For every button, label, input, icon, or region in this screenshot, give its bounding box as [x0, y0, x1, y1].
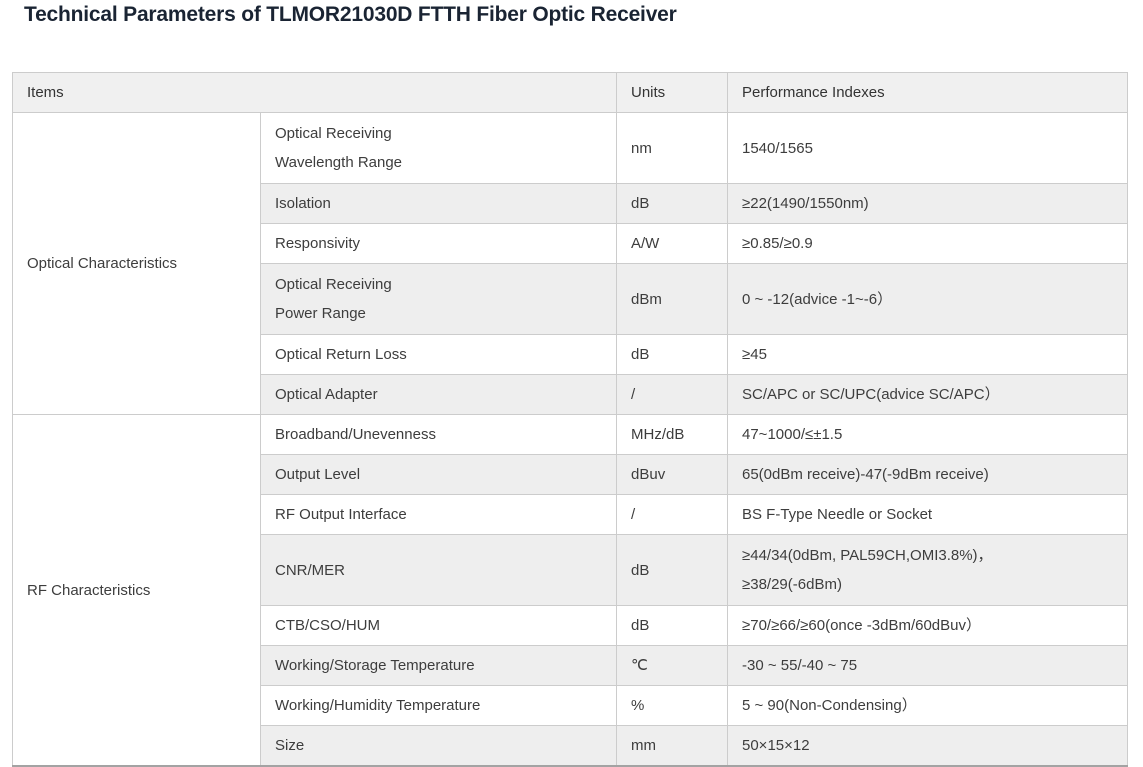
row-size: Size mm 50×15×12 — [13, 725, 1128, 767]
value-cell: ≥70/≥66/≥60(once -3dBm/60dBuv） — [727, 605, 1128, 646]
value-cell: ≥45 — [727, 334, 1128, 375]
technical-parameters-table: Items Units Performance Indexes Optical … — [12, 72, 1128, 767]
row-broadband-unevenness: RF Characteristics Broadband/Unevenness … — [12, 414, 1128, 767]
item-cell: Broadband/Unevenness — [260, 414, 617, 455]
value-cell: 50×15×12 — [727, 725, 1128, 767]
row-isolation: Isolation dB ≥22(1490/1550nm) — [13, 183, 1128, 224]
unit-cell: dBuv — [616, 454, 728, 495]
row-output-level: Output Level dBuv 65(0dBm receive)-47(-9… — [13, 454, 1128, 495]
value-cell: 47~1000/≤±1.5 — [727, 414, 1128, 455]
header-row: Items Units Performance Indexes — [12, 72, 1128, 113]
item-cell: Working/Storage Temperature — [260, 645, 617, 686]
row-optical-adapter: Optical Adapter / SC/APC or SC/UPC(advic… — [13, 374, 1128, 415]
row-responsivity: Responsivity A/W ≥0.85/≥0.9 — [13, 223, 1128, 264]
item-cell: Optical Return Loss — [260, 334, 617, 375]
value-cell: 1540/1565 — [727, 112, 1128, 184]
item-cell: Isolation — [260, 183, 617, 224]
value-cell: ≥0.85/≥0.9 — [727, 223, 1128, 264]
value-cell: ≥22(1490/1550nm) — [727, 183, 1128, 224]
items-column-header: Items — [12, 72, 617, 113]
unit-cell: dB — [616, 183, 728, 224]
unit-cell: % — [616, 685, 728, 726]
item-cell: Output Level — [260, 454, 617, 495]
category-cell-rf-characteristics: RF Characteristics — [12, 414, 261, 767]
category-cell-optical-characteristics: Optical Characteristics — [12, 112, 261, 415]
row-working-humidity-temperature: Working/Humidity Temperature % 5 ~ 90(No… — [13, 685, 1128, 726]
item-cell: Responsivity — [260, 223, 617, 264]
row-cnr-mer: CNR/MER dB ≥44/34(0dBm, PAL59CH,OMI3.8%)… — [13, 534, 1128, 606]
value-cell: 0 ~ -12(advice -1~-6） — [727, 263, 1128, 335]
unit-cell: / — [616, 374, 728, 415]
item-cell: CNR/MER — [260, 534, 617, 606]
optical-characteristics-group: Optical Characteristics Optical Receivin… — [12, 112, 1128, 415]
value-cell: -30 ~ 55/-40 ~ 75 — [727, 645, 1128, 686]
unit-cell: dB — [616, 534, 728, 606]
item-cell: Optical Receiving Power Range — [260, 263, 617, 335]
unit-cell: mm — [616, 725, 728, 767]
value-cell: 5 ~ 90(Non-Condensing） — [727, 685, 1128, 726]
unit-cell: / — [616, 494, 728, 535]
page-title: Technical Parameters of TLMOR21030D FTTH… — [24, 3, 677, 26]
row-working-storage-temperature: Working/Storage Temperature ℃ -30 ~ 55/-… — [13, 645, 1128, 686]
unit-cell: nm — [616, 112, 728, 184]
rf-characteristics-group: RF Characteristics Broadband/Unevenness … — [12, 414, 1128, 767]
unit-cell: dBm — [616, 263, 728, 335]
value-cell: SC/APC or SC/UPC(advice SC/APC） — [727, 374, 1128, 415]
value-cell: ≥44/34(0dBm, PAL59CH,OMI3.8%)， ≥38/29(-6… — [727, 534, 1128, 606]
unit-cell: ℃ — [616, 645, 728, 686]
item-cell: Optical Adapter — [260, 374, 617, 415]
item-cell: Working/Humidity Temperature — [260, 685, 617, 726]
row-optical-return-loss: Optical Return Loss dB ≥45 — [13, 334, 1128, 375]
units-column-header: Units — [616, 72, 728, 113]
item-cell: RF Output Interface — [260, 494, 617, 535]
unit-cell: dB — [616, 605, 728, 646]
item-cell: Optical Receiving Wavelength Range — [260, 112, 617, 184]
row-optical-receiving-wavelength-range: Optical Characteristics Optical Receivin… — [12, 112, 1128, 415]
item-cell: Size — [260, 725, 617, 767]
item-cell: CTB/CSO/HUM — [260, 605, 617, 646]
row-optical-receiving-power-range: Optical Receiving Power Range dBm 0 ~ -1… — [13, 263, 1128, 335]
unit-cell: A/W — [616, 223, 728, 264]
table-header: Items Units Performance Indexes — [12, 72, 1128, 113]
unit-cell: MHz/dB — [616, 414, 728, 455]
row-ctb-cso-hum: CTB/CSO/HUM dB ≥70/≥66/≥60(once -3dBm/60… — [13, 605, 1128, 646]
value-cell: 65(0dBm receive)-47(-9dBm receive) — [727, 454, 1128, 495]
value-cell: BS F-Type Needle or Socket — [727, 494, 1128, 535]
unit-cell: dB — [616, 334, 728, 375]
performance-column-header: Performance Indexes — [727, 72, 1128, 113]
